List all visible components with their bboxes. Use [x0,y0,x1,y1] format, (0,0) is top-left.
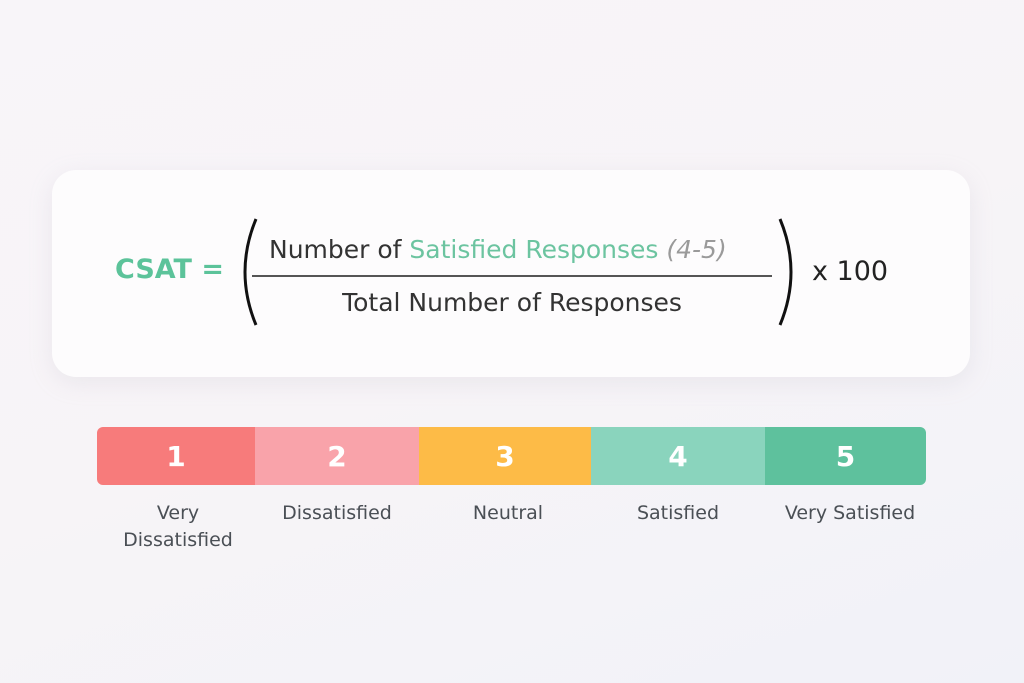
right-parenthesis [778,218,793,326]
left-parenthesis [243,218,258,326]
scale-label-1: Very Dissatisfied [123,502,233,551]
scale-segment-1: 1 [97,427,255,485]
denominator: Total Number of Responses [342,288,682,317]
numerator-prefix: Number of [269,235,410,264]
formula-card [52,170,970,377]
scale-segment-3: 3 [419,427,591,485]
rating-scale-bar: 1 2 3 4 5 [97,427,926,485]
fraction-line [252,275,772,277]
multiplier: x 100 [812,256,889,287]
scale-segment-2: 2 [255,427,419,485]
numerator-highlight: Satisfied Responses [409,235,659,264]
scale-label-3: Neutral [472,502,544,524]
scale-label-5: Very Satisfied [784,502,916,524]
csat-label: CSAT = [115,254,225,285]
numerator-range: (4-5) [666,235,727,264]
scale-label-2: Dissatisfied [282,502,392,524]
scale-label-4: Satisfied [636,502,720,524]
numerator: Number of Satisfied Responses (4-5) [269,235,727,264]
scale-segment-4: 4 [591,427,765,485]
scale-segment-5: 5 [765,427,926,485]
